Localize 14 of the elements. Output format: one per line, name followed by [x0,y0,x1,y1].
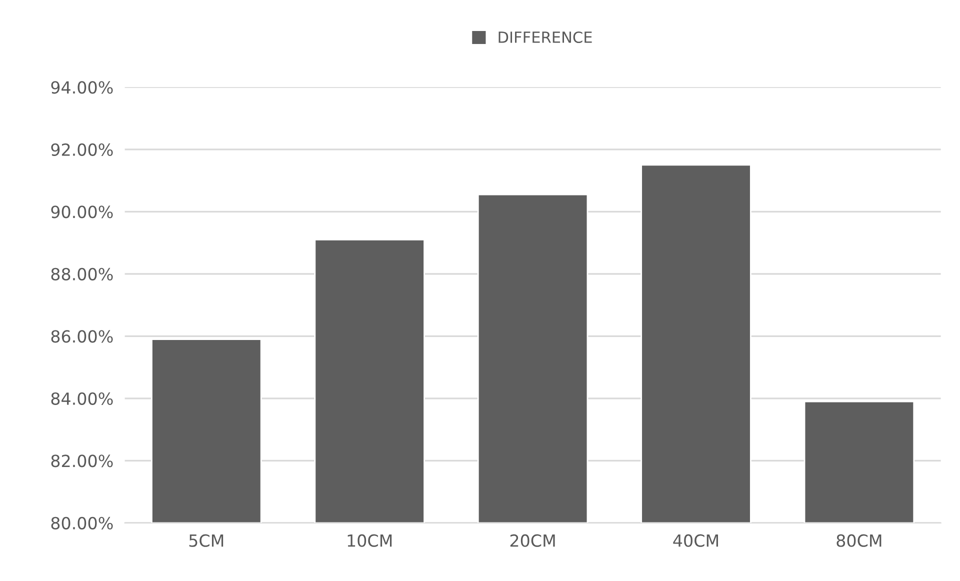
y-tick-label: 86.00% [51,330,113,343]
y-tick-label: 92.00% [51,143,113,156]
legend-label: DIFFERENCE [498,31,592,44]
y-tick-label: 82.00% [51,454,113,468]
x-tick-label: 10CM [348,534,392,547]
x-tick-label: 80CM [836,534,882,547]
x-tick-label: 5CM [189,534,224,547]
x-tick-label: 20CM [510,534,555,547]
x-tick-label: 40CM [673,534,718,547]
y-tick-label: 90.00% [51,206,113,218]
y-tick-label: 80.00% [51,516,113,530]
y-tick-label: 94.00% [51,81,113,94]
y-tick-label: 84.00% [51,392,113,405]
y-tick-label: 88.00% [51,268,113,280]
